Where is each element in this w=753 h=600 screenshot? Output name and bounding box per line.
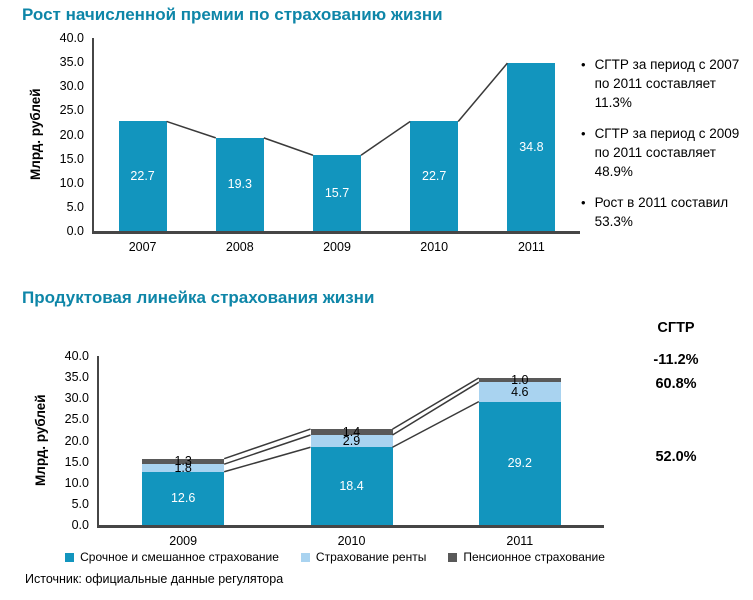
trend-line xyxy=(392,377,480,430)
bullet-icon: • xyxy=(581,126,586,141)
y-axis-tick-label: 35.0 xyxy=(64,370,89,385)
y-axis-tick-label: 20.0 xyxy=(64,433,89,448)
trend-line xyxy=(223,446,311,473)
cagr-value-pension: -11.2% xyxy=(653,352,699,368)
bar-value-label: 4.6 xyxy=(511,384,529,399)
y-axis-tick-label: 15.0 xyxy=(64,454,89,469)
bar-value-label: 19.3 xyxy=(227,177,252,192)
legend-swatch-teal xyxy=(65,552,75,562)
key-facts-list: • СГТР за период с 2007 по 2011 составляе… xyxy=(581,55,753,243)
y-axis-tick-label: 40.0 xyxy=(64,349,89,363)
trend-line xyxy=(223,434,311,465)
bullet-item: • Рост в 2011 составил 53.3% xyxy=(581,193,753,231)
source-note: Источник: официальные данные регулятора xyxy=(25,572,284,586)
x-axis-category-label: 2007 xyxy=(128,240,157,254)
trend-line xyxy=(457,62,508,122)
y-axis-tick-label: 5.0 xyxy=(66,199,84,214)
x-axis-category-label: 2009 xyxy=(169,534,198,548)
cagr-value-annuity: 60.8% xyxy=(655,376,697,392)
chart2-legend: Срочное и смешанное страхование Страхова… xyxy=(60,550,610,564)
bar-segment xyxy=(215,137,264,231)
bar-segment xyxy=(410,121,459,231)
legend-label: Срочное и смешанное страхование xyxy=(80,550,279,564)
y-axis-tick-label: 0.0 xyxy=(66,224,84,238)
bar-value-label: 1.8 xyxy=(174,460,192,475)
bullet-item: • СГТР за период с 2009 по 2011 составляе… xyxy=(581,124,753,181)
product-line-stacked-chart: 0.0 5.0 10.0 15.0 20.0 25.0 30.0 35.0 40.0 12.6 18… xyxy=(65,349,604,548)
bar-segment xyxy=(310,447,393,525)
bar-segment xyxy=(478,382,561,402)
bar-value-label: 22.7 xyxy=(130,169,155,184)
y-axis-tick-label: 30.0 xyxy=(59,79,84,94)
bar-segment xyxy=(142,471,225,525)
y-axis-tick-label: 5.0 xyxy=(71,496,89,511)
x-axis-category-label: 2008 xyxy=(225,240,254,254)
y-axis-tick-label: 10.0 xyxy=(59,175,84,190)
chart2-title: Продуктовая линейка страхования жизни xyxy=(22,288,375,307)
bar-value-label: 34.8 xyxy=(519,140,544,155)
x-axis-category-label: 2011 xyxy=(506,534,534,548)
y-axis-tick-label: 0.0 xyxy=(71,518,89,532)
bullet-text: СГТР за период с 2007 по 2011 составляет… xyxy=(594,57,740,110)
trend-line xyxy=(392,381,480,436)
y-axis-tick-label: 30.0 xyxy=(64,391,89,406)
trend-line xyxy=(263,137,314,156)
legend-item-term-insurance: Срочное и смешанное страхование xyxy=(65,550,279,564)
legend-swatch-gray xyxy=(448,552,458,562)
premium-growth-bar-chart: 0.0 5.0 10.0 15.0 20.0 25.0 30.0 35.0 40.0 22.7 19… xyxy=(60,31,580,254)
bullet-text: СГТР за период с 2009 по 2011 составляет… xyxy=(594,126,740,179)
y-axis-tick-label: 25.0 xyxy=(59,103,84,118)
x-axis-category-label: 2010 xyxy=(420,240,449,254)
bar-value-label: 22.7 xyxy=(422,169,447,184)
bar-segment xyxy=(478,401,561,525)
y-axis-tick-label: 35.0 xyxy=(59,55,84,70)
bar-segment xyxy=(142,458,225,465)
trend-line xyxy=(360,120,411,156)
bullet-icon: • xyxy=(581,195,586,210)
chart1-title: Рост начисленной премии по страхованию ж… xyxy=(22,5,443,24)
x-axis-category-label: 2009 xyxy=(323,240,351,254)
bar-segment xyxy=(142,464,225,472)
bar-segment xyxy=(310,429,393,435)
bar-segment xyxy=(118,121,167,231)
bar-value-label: 1.4 xyxy=(342,425,361,440)
y-axis-tick-label: 40.0 xyxy=(59,31,84,45)
legend-item-pension-insurance: Пенсионное страхование xyxy=(448,550,605,564)
cagr-value-term: 52.0% xyxy=(655,449,697,465)
x-axis-category-label: 2010 xyxy=(337,534,366,548)
cagr-header: СГТР xyxy=(657,320,695,336)
bullet-icon: • xyxy=(581,57,586,72)
y-axis-tick-label: 15.0 xyxy=(59,151,84,166)
trend-line xyxy=(392,400,480,448)
bar-segment xyxy=(478,377,561,383)
trend-line xyxy=(166,120,217,139)
legend-label: Страхование ренты xyxy=(315,550,427,564)
bullet-item: • СГТР за период с 2007 по 2011 составляе… xyxy=(581,55,753,112)
bar-segment xyxy=(313,155,361,231)
bar-value-label: 1.3 xyxy=(174,454,192,469)
bullet-text: Рост в 2011 составил 53.3% xyxy=(594,195,729,229)
bar-value-label: 15.7 xyxy=(324,186,350,201)
trend-line xyxy=(223,428,311,460)
legend-label: Пенсионное страхование xyxy=(463,550,605,564)
bar-value-label: 29.2 xyxy=(507,456,532,471)
bar-segment xyxy=(507,63,556,231)
y-axis-tick-label: 20.0 xyxy=(59,127,84,142)
bar-value-label: 1.0 xyxy=(511,373,529,388)
legend-swatch-lightblue xyxy=(300,552,310,562)
legend-item-annuity-insurance: Страхование ренты xyxy=(300,550,427,564)
bar-value-label: 18.4 xyxy=(339,479,364,494)
y-axis-tick-label: 10.0 xyxy=(64,475,89,490)
bar-value-label: 2.9 xyxy=(342,434,361,449)
x-axis-category-label: 2011 xyxy=(517,240,545,254)
bar-segment xyxy=(310,435,393,448)
bar-value-label: 12.6 xyxy=(170,491,196,506)
y-axis-tick-label: 25.0 xyxy=(64,412,89,427)
